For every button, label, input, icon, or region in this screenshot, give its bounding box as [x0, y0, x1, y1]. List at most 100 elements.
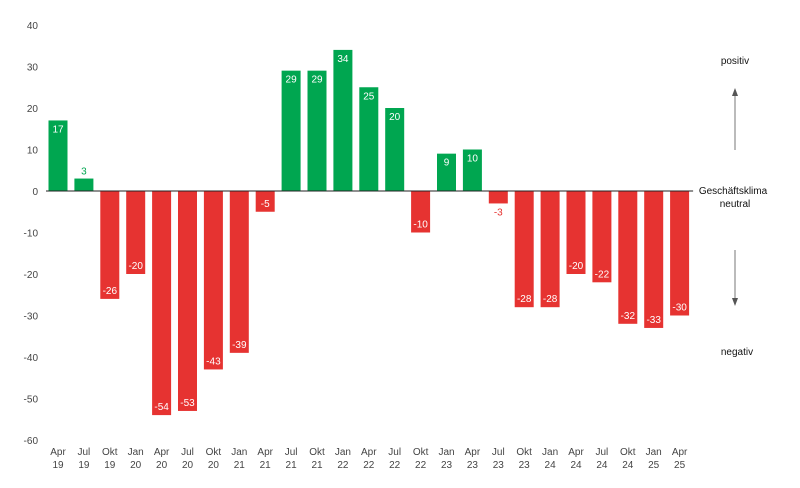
bar [333, 49, 353, 192]
bar [281, 70, 301, 191]
x-tick-year: 19 [104, 460, 116, 471]
bar [462, 149, 482, 191]
x-tick-month: Jul [596, 447, 609, 458]
bar-value-label: -30 [672, 303, 687, 314]
bar-value-label: 9 [444, 158, 450, 169]
x-tick-month: Jan [438, 447, 454, 458]
bar [514, 191, 534, 308]
bar-value-label: -43 [206, 356, 221, 367]
bar-value-label: -28 [543, 294, 558, 305]
y-axis: 40 30 20 10 0 -10 -20 -30 -40 -50 -60 [24, 21, 39, 447]
x-tick-month: Jan [542, 447, 558, 458]
x-tick-month: Apr [154, 447, 170, 458]
x-tick-year: 23 [467, 460, 479, 471]
bar-value-label: 34 [337, 54, 349, 65]
y-tick-label: -20 [24, 270, 39, 281]
bar-value-label: -28 [517, 294, 532, 305]
x-tick-month: Apr [50, 447, 66, 458]
bar-value-label: -33 [646, 315, 661, 326]
x-tick-year: 22 [415, 460, 427, 471]
annotation-geschaeftsklima: Geschäftsklima [699, 186, 768, 197]
y-tick-label: 40 [27, 21, 39, 32]
x-tick-year: 19 [52, 460, 64, 471]
bar [540, 191, 560, 308]
bar [437, 153, 456, 191]
bar-value-label: -5 [261, 199, 270, 210]
x-tick-month: Okt [620, 447, 636, 458]
x-tick-month: Okt [206, 447, 222, 458]
x-tick-month: Jul [285, 447, 298, 458]
x-tick-year: 24 [570, 460, 582, 471]
bar [411, 191, 431, 233]
x-tick-year: 24 [545, 460, 557, 471]
bar [178, 191, 197, 411]
x-tick-month: Okt [516, 447, 532, 458]
annotation-neutral: neutral [720, 199, 751, 210]
bar [255, 191, 275, 212]
bar [152, 191, 172, 416]
x-tick-year: 25 [674, 460, 686, 471]
bar-value-label: 3 [81, 167, 87, 178]
x-tick-month: Apr [465, 447, 481, 458]
x-tick-year: 24 [596, 460, 608, 471]
bar [670, 191, 690, 316]
bar-value-label: 17 [52, 124, 64, 135]
y-tick-label: -40 [24, 353, 39, 364]
bar [488, 191, 508, 204]
x-tick-year: 20 [156, 460, 168, 471]
value-labels-group: 17 3 -26 -20 -54 -53 -43 -39 -5 29 29 34 25 20 -10 9 10 -… [52, 54, 687, 413]
bar-value-label: 29 [311, 75, 323, 86]
bar-value-label: -39 [232, 340, 247, 351]
x-tick-month: Okt [309, 447, 325, 458]
x-tick-month: Jan [335, 447, 351, 458]
bar [48, 120, 68, 191]
bar [126, 191, 146, 274]
x-tick-year: 22 [363, 460, 375, 471]
y-tick-label: 30 [27, 63, 39, 74]
y-tick-label: -60 [24, 436, 39, 447]
x-tick-month: Jan [646, 447, 662, 458]
x-tick-month: Apr [257, 447, 273, 458]
x-tick-month: Jul [78, 447, 91, 458]
annotation-negativ: negativ [721, 347, 753, 358]
y-tick-label: -50 [24, 395, 39, 406]
x-tick-month: Jul [181, 447, 194, 458]
y-tick-label: -10 [24, 229, 39, 240]
bar-value-label: -53 [180, 398, 195, 409]
bar-value-label: 20 [389, 112, 401, 123]
bar [74, 178, 94, 191]
annotation-positiv: positiv [721, 56, 749, 67]
x-tick-month: Jan [128, 447, 144, 458]
bar [385, 108, 405, 191]
x-tick-year: 22 [337, 460, 349, 471]
x-tick-year: 20 [130, 460, 142, 471]
bar [359, 87, 379, 191]
bar-value-label: 10 [467, 154, 479, 165]
x-tick-year: 23 [519, 460, 531, 471]
x-tick-year: 20 [182, 460, 194, 471]
bar-value-label: -20 [128, 261, 143, 272]
x-tick-year: 25 [648, 460, 660, 471]
side-annotations: positiv Geschäftsklima neutral negativ [699, 56, 768, 358]
y-tick-label: 20 [27, 104, 39, 115]
y-tick-label: -30 [24, 312, 39, 323]
bar [229, 191, 249, 353]
bar-value-label: -26 [103, 286, 118, 297]
x-tick-month: Okt [413, 447, 429, 458]
x-tick-year: 21 [286, 460, 298, 471]
arrow-up-icon [732, 88, 738, 96]
bar-value-label: -3 [494, 207, 503, 218]
bar [203, 191, 223, 370]
x-tick-month: Apr [361, 447, 377, 458]
bar-value-label: 29 [286, 75, 298, 86]
bars-group [48, 49, 690, 416]
bar [566, 191, 586, 274]
x-tick-month: Jan [231, 447, 247, 458]
x-tick-month: Okt [102, 447, 118, 458]
bar [307, 70, 327, 191]
x-tick-year: 24 [622, 460, 634, 471]
bar-value-label: -54 [154, 402, 169, 413]
bar [618, 191, 638, 324]
arrow-down-icon [732, 298, 738, 306]
x-tick-month: Jul [492, 447, 505, 458]
